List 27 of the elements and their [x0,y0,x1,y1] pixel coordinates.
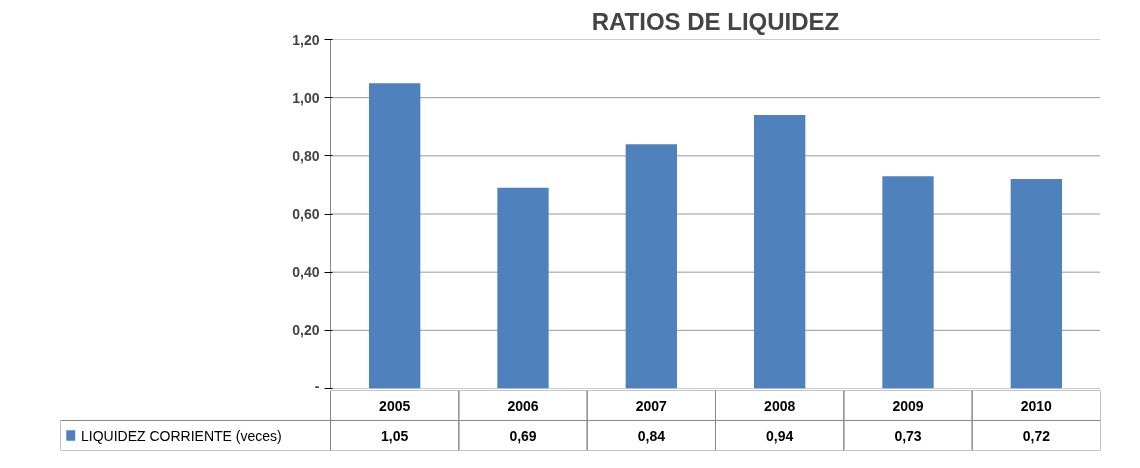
bar [882,176,934,389]
x-tick-label: 2006 [507,397,539,414]
y-tick-label: - [314,377,320,394]
y-tick-label: 1,00 [292,89,320,106]
data-label: 1,05 [381,427,409,444]
y-tick-label: 1,20 [292,31,320,48]
x-tick-label: 2008 [764,397,796,414]
bar [369,83,421,389]
x-tick-label: 2007 [635,397,668,414]
bar [754,115,806,389]
data-label: 0,84 [637,427,666,444]
data-label: 0,72 [1022,427,1051,444]
data-label: 0,69 [509,427,537,444]
x-tick-label: 2010 [1020,397,1053,414]
chart-title: RATIOS DE LIQUIDEZ [591,7,840,35]
y-tick-label: 0,80 [292,147,320,164]
x-tick-label: 2009 [892,397,924,414]
y-tick-label: 0,40 [292,264,320,281]
bar [625,144,677,389]
x-tick-label: 2005 [379,397,411,414]
data-label: 0,94 [766,427,794,444]
bar [497,187,549,389]
legend-label: LIQUIDEZ CORRIENTE (veces) [81,427,282,444]
y-tick-label: 0,20 [292,322,320,339]
data-label: 0,73 [894,427,922,444]
bar [1010,179,1062,389]
y-tick-label: 0,60 [292,206,320,222]
